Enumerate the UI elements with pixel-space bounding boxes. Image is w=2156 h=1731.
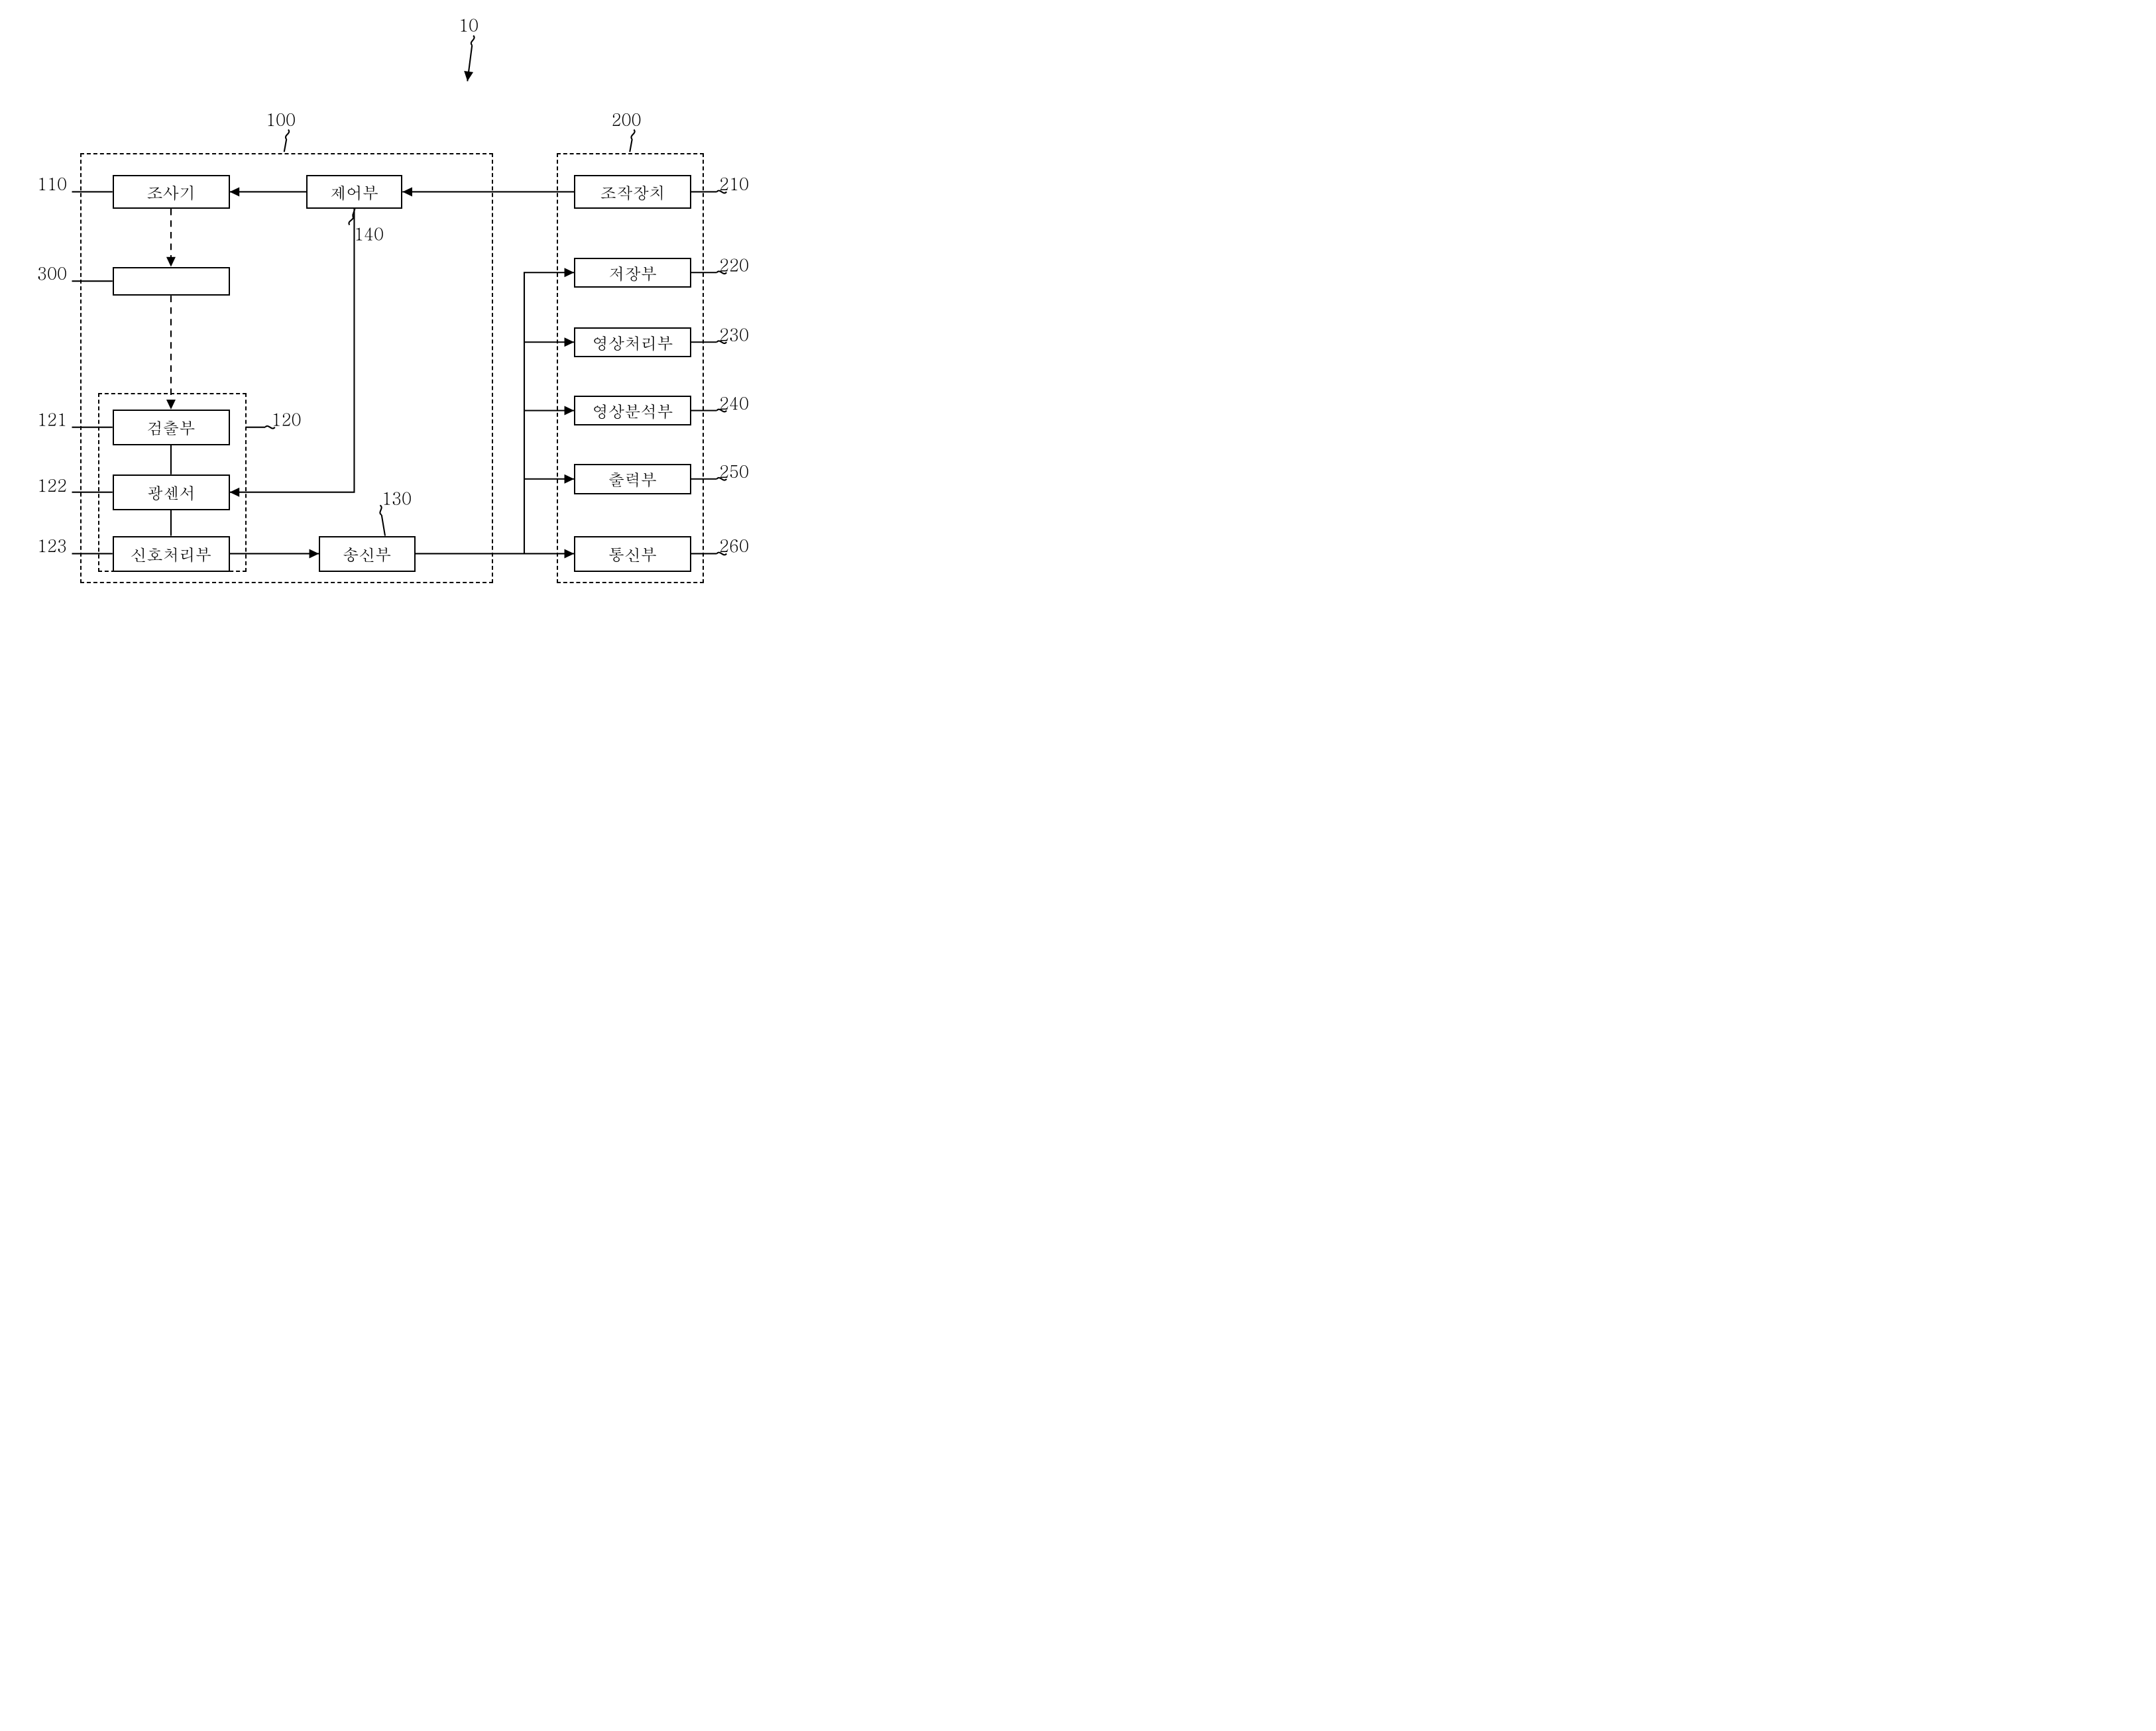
node-box: 광센서: [113, 475, 230, 510]
node-label: 조작장치: [600, 180, 665, 203]
node-label: 검출부: [146, 416, 196, 439]
node-label: 송신부: [343, 542, 392, 565]
node-box: 검출부: [113, 410, 230, 445]
reference-label: 122: [37, 473, 67, 497]
reference-label: 123: [37, 533, 67, 557]
reference-label: 250: [719, 459, 749, 483]
node-box: 조사기: [113, 175, 230, 209]
group-box: [557, 153, 704, 583]
node-box: 영상분석부: [574, 396, 691, 426]
node-label: 저장부: [608, 261, 657, 284]
node-label: 조사기: [146, 180, 196, 203]
node-label: 영상분석부: [592, 399, 673, 422]
reference-label: 260: [719, 533, 749, 557]
node-label: 광센서: [146, 480, 196, 504]
node-label: 출력부: [608, 467, 657, 490]
reference-label: 210: [719, 172, 749, 195]
reference-label: 230: [719, 323, 749, 347]
reference-label: 200: [611, 107, 641, 131]
reference-label: 240: [719, 391, 749, 415]
node-box: 송신부: [319, 536, 415, 572]
diagram-stage: 조사기 제어부검출부광센서신호처리부 송신부 조작장치저장부영상처리부영상분석부출력부…: [0, 0, 755, 606]
node-box: 제어부: [306, 175, 402, 209]
node-box: 영상처리부: [574, 327, 691, 358]
reference-label: 10: [459, 13, 479, 36]
reference-label: 121: [37, 407, 67, 431]
node-box: [113, 267, 230, 296]
node-label: 신호처리부: [131, 542, 212, 565]
reference-label: 100: [266, 107, 296, 131]
node-box: 신호처리부: [113, 536, 230, 572]
node-box: 출력부: [574, 464, 691, 494]
node-box: 조작장치: [574, 175, 691, 209]
reference-label: 220: [719, 253, 749, 277]
node-label: 통신부: [608, 542, 657, 565]
reference-label: 300: [37, 261, 67, 285]
node-label: 영상처리부: [592, 331, 673, 354]
node-box: 저장부: [574, 258, 691, 288]
node-box: 통신부: [574, 536, 691, 572]
node-label: 제어부: [330, 180, 379, 203]
reference-label: 110: [37, 172, 67, 195]
